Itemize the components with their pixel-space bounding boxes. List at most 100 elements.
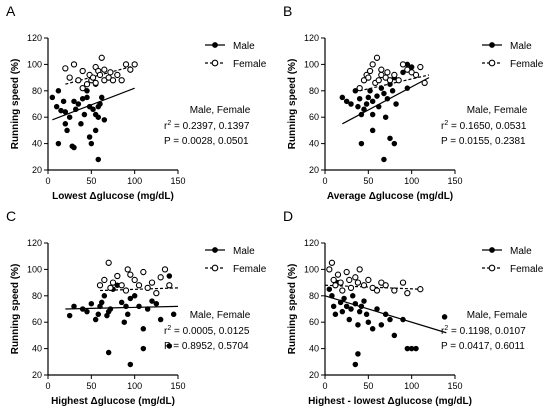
x-tick-label: 0 bbox=[45, 176, 50, 186]
male-point bbox=[358, 303, 365, 310]
male-point bbox=[66, 114, 73, 120]
male-point bbox=[95, 311, 102, 318]
x-tick-label: 100 bbox=[127, 381, 142, 391]
male-point bbox=[352, 361, 359, 368]
female-point bbox=[391, 287, 398, 294]
male-point bbox=[101, 117, 108, 123]
female-point bbox=[404, 290, 411, 297]
y-tick-label: 20 bbox=[309, 165, 319, 175]
female-point bbox=[135, 282, 143, 289]
y-tick-label: 120 bbox=[304, 238, 319, 248]
female-point bbox=[101, 276, 108, 284]
female-point bbox=[153, 290, 160, 297]
panel-letter: B bbox=[283, 3, 292, 19]
male-point bbox=[387, 316, 393, 323]
male-point bbox=[71, 144, 77, 151]
female-point bbox=[109, 279, 117, 286]
legend-female-label: Female bbox=[233, 59, 267, 70]
x-tick-label: 100 bbox=[127, 176, 142, 186]
male-point bbox=[330, 303, 337, 310]
male-point bbox=[363, 101, 370, 107]
y-tick-label: 40 bbox=[32, 139, 42, 149]
stats-r2: r2 = 0.1650, 0.0531 bbox=[441, 120, 527, 132]
female-point bbox=[105, 259, 112, 266]
male-point bbox=[387, 135, 393, 142]
male-point bbox=[121, 319, 128, 325]
male-point bbox=[400, 316, 406, 323]
y-axis-label: Running speed (%) bbox=[10, 264, 21, 355]
female-point bbox=[66, 74, 73, 81]
male-point bbox=[339, 308, 346, 315]
male-point bbox=[374, 93, 380, 99]
female-point bbox=[79, 85, 86, 92]
legend-female-marker bbox=[488, 264, 496, 272]
female-point bbox=[366, 67, 374, 75]
female-point bbox=[62, 65, 69, 72]
female-point bbox=[118, 77, 125, 84]
male-point bbox=[170, 311, 177, 318]
stats-p: P = 0.8952, 0.5704 bbox=[164, 341, 249, 352]
female-point bbox=[343, 268, 350, 276]
x-tick-label: 50 bbox=[86, 381, 96, 391]
male-point bbox=[352, 88, 359, 94]
female-point bbox=[399, 61, 407, 68]
panel-c: C 20 40 60 80 100 120 0 50 100 150 Running speed (%… bbox=[6, 208, 267, 407]
male-point bbox=[127, 361, 134, 368]
female-point bbox=[408, 69, 415, 76]
male-point bbox=[79, 95, 86, 102]
male-point bbox=[66, 312, 73, 319]
legend-male-label: Male bbox=[233, 246, 255, 257]
male-point bbox=[369, 98, 376, 105]
male-point bbox=[88, 140, 95, 147]
legend-male-marker bbox=[489, 42, 495, 48]
female-point bbox=[96, 282, 104, 289]
female-point bbox=[384, 69, 391, 76]
female-point bbox=[70, 61, 78, 68]
male-point bbox=[64, 127, 70, 134]
female-point bbox=[391, 71, 398, 79]
y-axis-label: Running speed (%) bbox=[287, 59, 298, 150]
x-tick-label: 100 bbox=[404, 381, 419, 391]
female-point bbox=[356, 85, 363, 92]
female-point bbox=[124, 266, 131, 273]
y-tick-label: 120 bbox=[27, 238, 42, 248]
female-point bbox=[382, 282, 389, 289]
male-point bbox=[78, 121, 84, 127]
y-tick-label: 60 bbox=[309, 317, 319, 327]
female-point bbox=[101, 77, 108, 84]
legend-male-label: Male bbox=[233, 41, 255, 52]
male-point bbox=[404, 345, 411, 352]
x-tick-label: 0 bbox=[322, 381, 327, 391]
female-point bbox=[131, 61, 138, 68]
x-axis-label: Lowest Δglucose (mg/dL) bbox=[52, 191, 174, 202]
female-point bbox=[399, 279, 407, 286]
female-point bbox=[373, 287, 381, 294]
female-point bbox=[339, 287, 346, 294]
stats-header: Male, Female bbox=[467, 310, 528, 321]
male-point bbox=[84, 94, 90, 101]
panel-letter: D bbox=[283, 208, 293, 224]
x-axis-label: Highest Δglucose (mg/dL) bbox=[51, 396, 175, 407]
female-point bbox=[122, 61, 130, 68]
female-point bbox=[354, 279, 362, 286]
y-tick-label: 100 bbox=[304, 264, 319, 274]
female-point bbox=[330, 276, 337, 284]
female-point bbox=[118, 282, 125, 289]
legend-female-label: Female bbox=[233, 264, 267, 275]
male-point bbox=[355, 103, 361, 110]
male-point bbox=[355, 351, 361, 357]
male-point bbox=[157, 316, 164, 323]
female-point bbox=[352, 274, 359, 281]
female-point bbox=[107, 69, 114, 76]
y-tick-label: 40 bbox=[309, 139, 319, 149]
female-point bbox=[114, 71, 121, 79]
male-point bbox=[391, 140, 398, 147]
male-point bbox=[369, 127, 376, 134]
y-tick-label: 120 bbox=[304, 33, 319, 43]
male-point bbox=[62, 109, 69, 115]
y-tick-label: 60 bbox=[32, 317, 42, 327]
male-point bbox=[118, 299, 125, 306]
x-axis-label: Highest - lowest Δglucose (mg/dL) bbox=[308, 396, 472, 407]
male-point bbox=[81, 111, 88, 118]
